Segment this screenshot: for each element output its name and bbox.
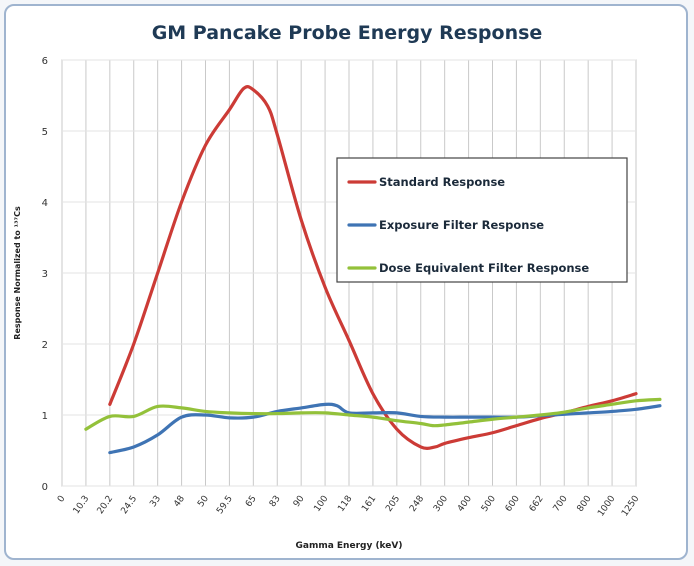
x-tick-label: 24.5 bbox=[120, 494, 140, 516]
x-tick-label: 33 bbox=[148, 494, 163, 509]
x-axis-title: Gamma Energy (keV) bbox=[295, 541, 402, 551]
x-tick-label: 0 bbox=[56, 494, 68, 505]
legend-label: Exposure Filter Response bbox=[379, 218, 544, 232]
x-tick-label: 1250 bbox=[620, 494, 641, 519]
x-tick-label: 1000 bbox=[596, 494, 617, 519]
chart-title: GM Pancake Probe Energy Response bbox=[151, 22, 543, 44]
y-tick-label: 0 bbox=[42, 482, 48, 493]
x-tick-label: 800 bbox=[576, 494, 594, 514]
legend: Standard Response Exposure Filter Respons… bbox=[336, 157, 628, 283]
x-tick-label: 20.2 bbox=[96, 494, 116, 516]
y-tick-label: 6 bbox=[42, 56, 48, 67]
series-line-2 bbox=[84, 397, 662, 431]
y-tick-label: 3 bbox=[42, 269, 48, 280]
series-lines bbox=[84, 85, 662, 455]
y-tick-label: 4 bbox=[42, 198, 48, 209]
x-tick-label: 59.5 bbox=[215, 494, 235, 516]
x-tick-label: 90 bbox=[292, 494, 307, 509]
x-tick-label: 50 bbox=[196, 494, 211, 509]
x-tick-label: 300 bbox=[432, 494, 450, 514]
x-tick-label: 161 bbox=[360, 494, 378, 514]
x-tick-label: 10.3 bbox=[72, 494, 92, 516]
series-line-1 bbox=[108, 402, 662, 455]
x-tick-label: 662 bbox=[528, 494, 546, 514]
y-tick-label: 1 bbox=[42, 411, 48, 422]
x-tick-label: 118 bbox=[336, 494, 354, 514]
x-tick-label: 248 bbox=[408, 494, 426, 514]
x-tick-label: 65 bbox=[244, 494, 259, 509]
series-line-0 bbox=[108, 85, 638, 451]
y-tick-label: 2 bbox=[42, 340, 48, 351]
y-axis-title: Response Normalized to ¹³⁷Cs bbox=[13, 206, 22, 340]
legend-box bbox=[336, 157, 628, 283]
x-tick-label: 700 bbox=[552, 494, 570, 514]
x-tick-label: 48 bbox=[172, 494, 187, 509]
x-tick-label: 400 bbox=[456, 494, 474, 514]
x-tick-label: 600 bbox=[504, 494, 522, 514]
y-tick-label: 5 bbox=[42, 127, 48, 138]
x-tick-label: 205 bbox=[384, 494, 402, 514]
legend-label: Standard Response bbox=[379, 175, 505, 189]
x-tick-label: 83 bbox=[268, 494, 283, 509]
x-tick-label: 100 bbox=[312, 494, 330, 514]
legend-label: Dose Equivalent Filter Response bbox=[379, 261, 589, 275]
x-tick-label: 500 bbox=[480, 494, 498, 514]
